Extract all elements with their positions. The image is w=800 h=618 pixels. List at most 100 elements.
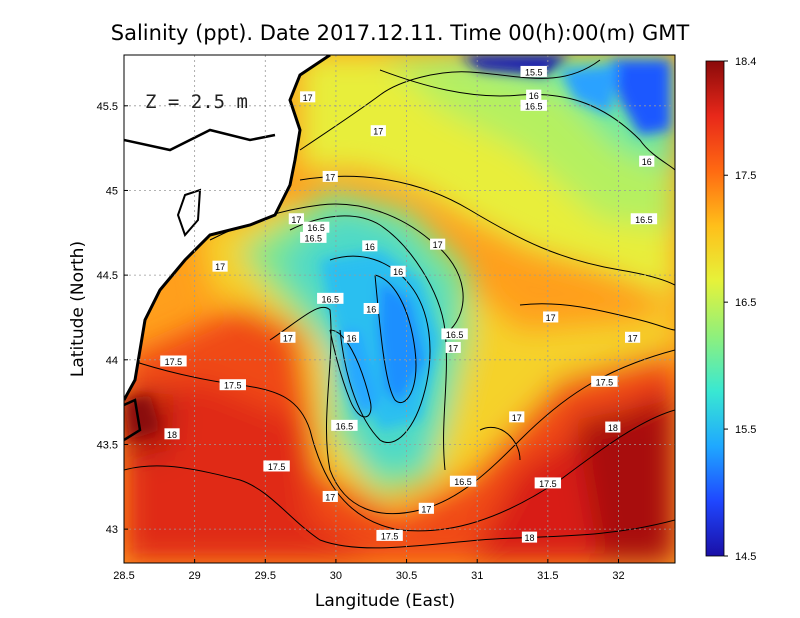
y-tick-label: 44.5 <box>97 270 118 282</box>
contour-label: 17 <box>512 413 522 423</box>
contour-lines <box>124 59 675 549</box>
contour-label-bg <box>449 475 477 487</box>
contour-label-bg <box>288 213 304 225</box>
chart-title: Salinity (ppt). Date 2017.12.11. Time 00… <box>111 21 690 45</box>
contour-label: 17.5 <box>596 377 614 387</box>
contour-label: 16 <box>642 157 652 167</box>
x-tick-label: 29.5 <box>255 570 276 582</box>
contour-label-bg <box>521 531 538 543</box>
depth-annotation: Z = 2.5 m <box>145 91 248 113</box>
colorbar-tick-label: 14.5 <box>735 551 756 563</box>
x-axis-ticks: 28.5 29 29.5 30 30.5 31 31.5 32 <box>113 559 625 582</box>
colorbar-ticks: 14.5 15.5 16.5 17.5 18.4 <box>724 56 756 563</box>
contour-label: 17 <box>373 127 383 137</box>
contour-label-bg <box>526 89 542 101</box>
coastline-south <box>124 398 142 442</box>
contour-label-bg <box>300 91 316 103</box>
x-tick-label: 30.5 <box>396 570 417 582</box>
contour-label-bg <box>302 221 330 233</box>
y-tick-label: 43.5 <box>97 439 118 451</box>
contour-label: 16.5 <box>307 223 325 233</box>
contour-label-bg <box>300 231 327 243</box>
contour-label-bg <box>343 331 360 343</box>
contour-label: 17 <box>325 172 335 182</box>
contour-label: 17 <box>325 492 335 502</box>
contour-label-bg <box>543 311 559 323</box>
x-axis-label: Langitude (East) <box>315 591 455 611</box>
contour-label-bg <box>160 355 187 367</box>
contour-label-bg <box>430 238 446 250</box>
lake-outline <box>176 188 202 237</box>
y-tick-label: 44 <box>106 355 118 367</box>
colorbar-tick-label: 18.4 <box>735 56 756 68</box>
contour-label-bg <box>280 331 296 343</box>
contour-label-bg <box>164 428 180 440</box>
contour-label: 18 <box>167 430 177 440</box>
contour-label-bg <box>630 213 658 225</box>
plot-frame <box>123 54 676 564</box>
y-axis-label: Latitude (North) <box>68 241 88 377</box>
coastline <box>124 55 331 401</box>
colorbar-tick-label: 15.5 <box>735 424 756 436</box>
contour-label: 17 <box>448 343 458 353</box>
contour-label: 16 <box>365 242 375 252</box>
y-tick-label: 45 <box>106 185 118 197</box>
colorbar <box>705 60 725 557</box>
contour-label-bg <box>390 265 406 277</box>
contour-label: 17 <box>546 313 556 323</box>
contour-label: 16.5 <box>454 477 472 487</box>
contour-label: 17 <box>628 333 638 343</box>
contour-label-bg <box>445 341 461 353</box>
contour-label: 16.5 <box>305 233 323 243</box>
y-axis-ticks: 43 43.5 44 44.5 45 45.5 <box>97 101 128 536</box>
x-tick-label: 31.5 <box>537 570 558 582</box>
contour-label-bg <box>219 379 246 391</box>
contour-label: 16.5 <box>446 330 464 340</box>
contour-label-bg <box>534 477 562 489</box>
contour-label: 17.5 <box>539 479 557 489</box>
contour-label-bg <box>317 292 344 304</box>
contour-label-bg <box>322 170 338 182</box>
contour-label-bg <box>363 303 379 314</box>
contour-label: 16 <box>366 305 376 315</box>
contour-label-bg <box>376 529 403 541</box>
contour-label-bg <box>370 125 386 137</box>
x-tick-label: 32 <box>612 570 624 582</box>
contour-label-bg <box>591 375 618 387</box>
y-tick-label: 43 <box>106 524 118 536</box>
contour-label: 16 <box>529 91 539 101</box>
contour-label-bg <box>625 331 641 343</box>
colorbar-tick-label: 17.5 <box>735 170 756 182</box>
contour-label: 16.5 <box>525 101 543 111</box>
contour-label-bg <box>520 99 547 111</box>
contour-label: 17.5 <box>268 462 286 472</box>
contour-label-bg <box>322 490 338 502</box>
contour-label-bg <box>418 502 434 514</box>
y-tick-label: 45.5 <box>97 101 118 113</box>
contour-label-bg <box>520 65 547 77</box>
contour-label-bg <box>212 260 228 272</box>
contour-label: 17 <box>433 240 443 250</box>
contour-label-bg <box>441 328 468 340</box>
contour-label: 17 <box>215 262 225 272</box>
contour-label: 18 <box>608 423 618 433</box>
contour-label: 15.5 <box>525 67 543 77</box>
contour-label: 18 <box>524 533 534 543</box>
contour-label-bg <box>605 421 621 433</box>
contour-label: 17.5 <box>224 381 242 391</box>
contour-label: 17.5 <box>165 357 183 367</box>
contour-label: 17 <box>283 333 293 343</box>
border-line <box>124 128 276 152</box>
contour-label-bg <box>509 411 525 423</box>
x-tick-label: 30 <box>330 570 342 582</box>
x-tick-label: 31 <box>471 570 483 582</box>
contour-label: 16 <box>346 333 356 343</box>
contour-label: 17 <box>303 93 313 103</box>
contour-label: 16.5 <box>635 215 653 225</box>
contour-label: 16.5 <box>336 421 354 431</box>
contour-label: 16.5 <box>322 294 340 304</box>
contour-label-bg <box>331 419 358 431</box>
